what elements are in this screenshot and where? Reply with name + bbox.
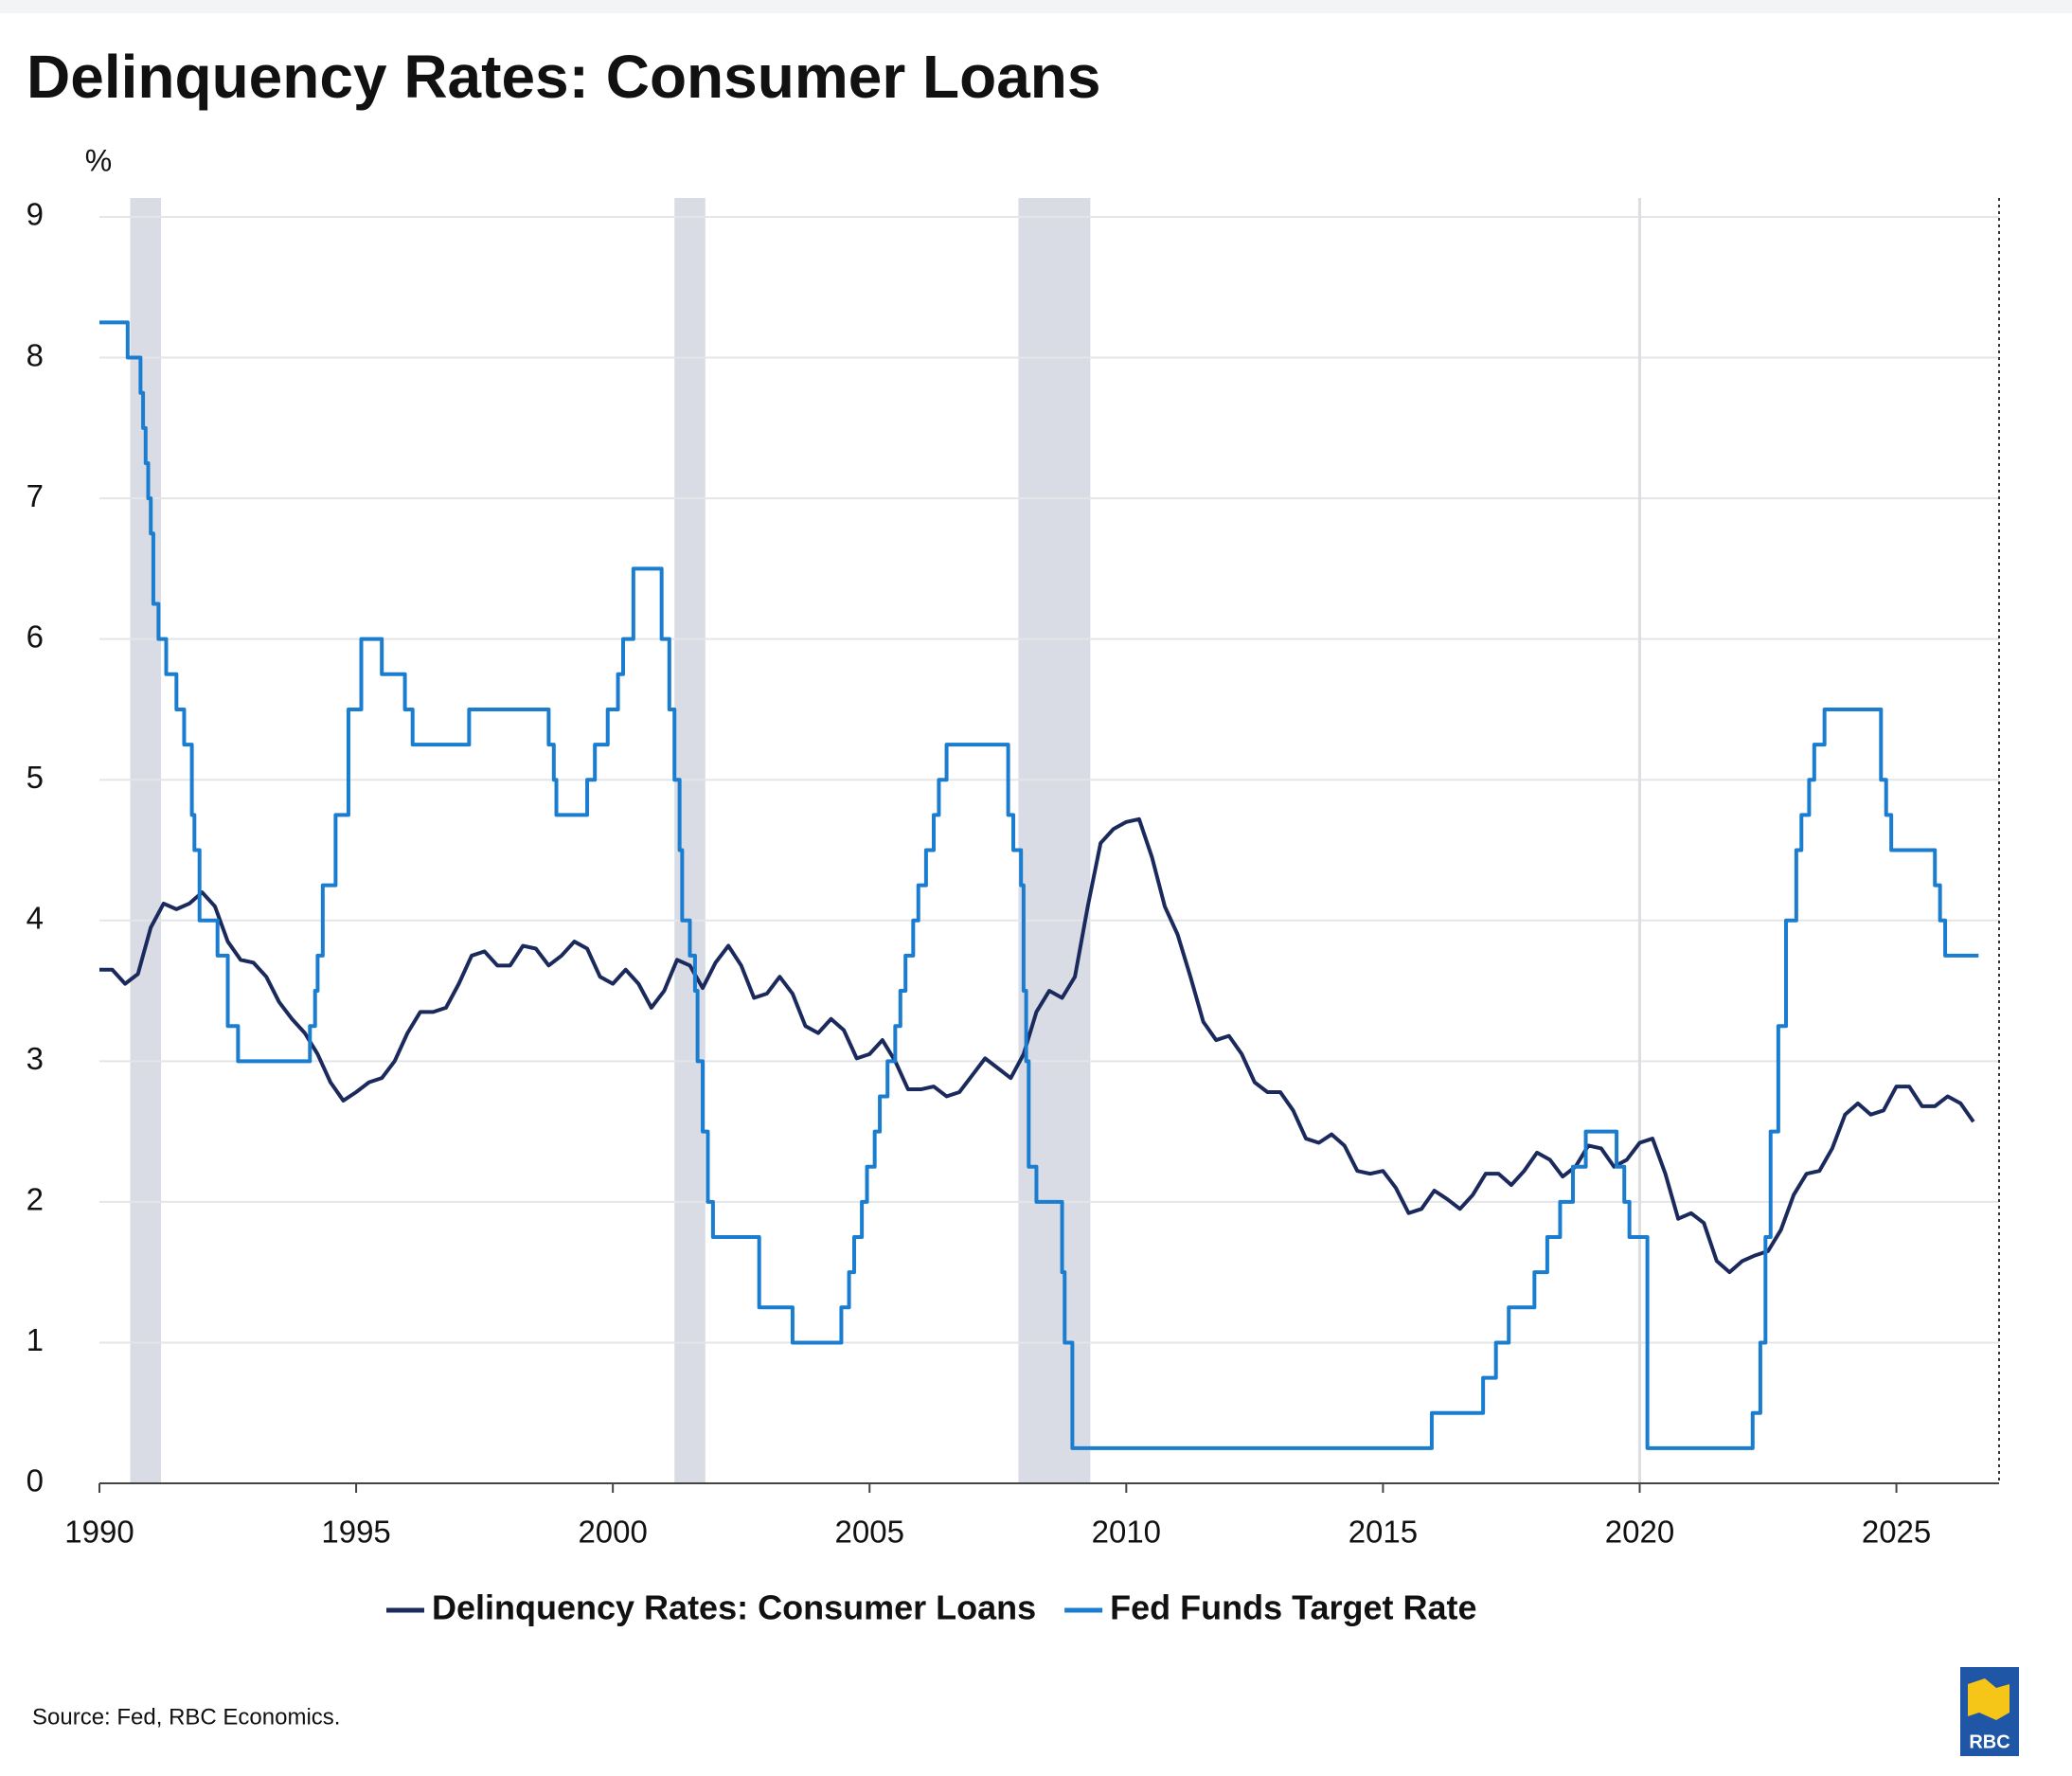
x-tick-label: 1990 — [64, 1515, 134, 1550]
chart-title: Delinquency Rates: Consumer Loans — [27, 43, 1100, 111]
series-line — [99, 816, 1975, 1275]
y-tick-label: 5 — [27, 760, 44, 795]
y-axis-label: % — [85, 143, 112, 177]
legend: Delinquency Rates: Consumer Loans Fed Fun… — [386, 1588, 1477, 1627]
x-tick-label: 2015 — [1349, 1515, 1418, 1550]
y-tick-label: 7 — [27, 478, 44, 513]
x-tick-label: 2025 — [1862, 1515, 1931, 1550]
y-tick-label: 8 — [27, 337, 44, 372]
y-tick-label: 0 — [27, 1463, 44, 1498]
top-bar — [0, 0, 2072, 13]
series-line — [99, 320, 1979, 1450]
y-tick-label: 2 — [27, 1182, 44, 1217]
logo: RBC — [1960, 1667, 2019, 1756]
legend-label: Fed Funds Target Rate — [1110, 1588, 1476, 1627]
y-tick-label: 9 — [27, 197, 44, 232]
x-tick-label: 1995 — [321, 1515, 390, 1550]
recession-band — [130, 198, 162, 1483]
recession-band — [1018, 198, 1091, 1483]
y-tick-label: 1 — [27, 1322, 44, 1357]
logo-lion — [1968, 1678, 2009, 1720]
x-tick-label: 2020 — [1605, 1515, 1674, 1550]
x-tick-label: 2005 — [835, 1515, 904, 1550]
y-tick-label: 6 — [27, 619, 44, 654]
y-tick-label: 4 — [27, 900, 44, 935]
source-note: Source: Fed, RBC Economics. — [32, 1704, 340, 1730]
x-tick-label: 2010 — [1092, 1515, 1161, 1550]
legend-label: Delinquency Rates: Consumer Loans — [432, 1588, 1036, 1627]
logo-text: RBC — [1969, 1731, 2009, 1752]
x-tick-label: 2000 — [578, 1515, 647, 1550]
y-tick-label: 3 — [27, 1041, 44, 1076]
